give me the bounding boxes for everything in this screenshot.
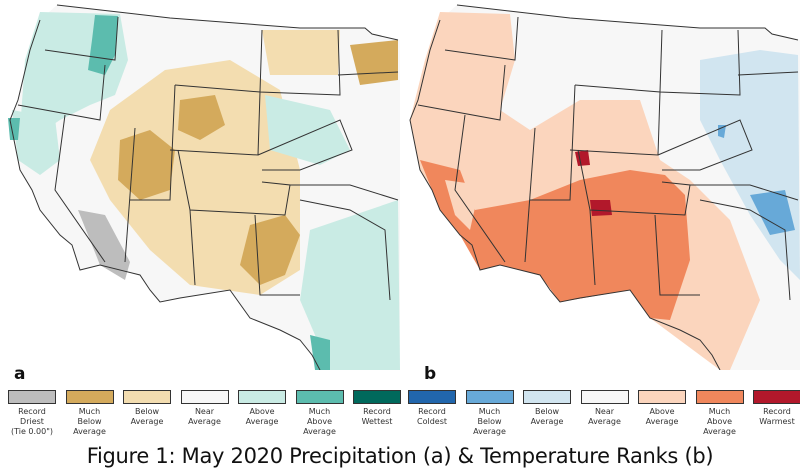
legend-item: Above Average (237, 390, 287, 427)
legend-item: Much Below Average (465, 390, 515, 437)
region-much-below-kansas (750, 190, 795, 235)
legend-label: Much Below Average (473, 407, 506, 436)
legend-label: Record Driest (Tie 0.00") (10, 407, 54, 436)
legend-label: Much Above Average (303, 407, 336, 436)
legend-swatch (465, 390, 514, 404)
legend-label: Record Wettest (361, 407, 393, 426)
legend-swatch (580, 390, 629, 404)
legend-swatch (353, 390, 401, 404)
legend-label: Much Below Average (73, 407, 106, 436)
region-above-average-plains (265, 95, 350, 165)
region-much-above-southwest (420, 160, 690, 320)
legend-label: Record Coldest (416, 407, 447, 426)
legend-item: Below Average (522, 390, 572, 427)
figure-caption: Figure 1: May 2020 Precipitation (a) & T… (86, 444, 714, 468)
legend-item: Record Coldest (407, 390, 457, 427)
legend-item: Much Above Average (695, 390, 745, 437)
legend-label: Below Average (530, 407, 564, 426)
region-record-warmest-2 (590, 200, 612, 216)
region-much-below-wyoming (178, 95, 225, 140)
legend-swatch (695, 390, 744, 404)
legend-label: Above Average (245, 407, 279, 426)
precipitation-rank-map (8, 4, 400, 370)
region-much-above-texas (310, 335, 330, 370)
legend-item: Record Wettest (352, 390, 402, 427)
legend-item: Record Warmest (752, 390, 800, 427)
legend-swatch (523, 390, 571, 404)
region-much-below-nm (240, 215, 300, 285)
legend-label: Near Average (588, 407, 621, 426)
state-borders (9, 4, 399, 370)
legend-swatch (8, 390, 56, 404)
legend-swatch (238, 390, 286, 404)
legend-item: Below Average (122, 390, 172, 427)
region-below-average-nd (262, 30, 340, 75)
legend-swatch (638, 390, 686, 404)
legend-item: Record Driest (Tie 0.00") (7, 390, 57, 437)
legend-label: Record Warmest (759, 407, 795, 426)
legend-label: Much Above Average (703, 407, 736, 436)
legend-swatch (65, 390, 114, 404)
legend-item: Much Below Average (65, 390, 115, 437)
legend-label: Near Average (188, 407, 221, 426)
legend-item: Near Average (180, 390, 230, 427)
legend-swatch (753, 390, 800, 404)
legend-item: Near Average (580, 390, 630, 427)
region-above-average-cv (445, 180, 480, 230)
panel-letter-a: a (14, 364, 26, 384)
region-record-driest (78, 210, 130, 280)
legend-label: Below Average (130, 407, 164, 426)
panel-letter-b: b (424, 364, 437, 384)
legend-swatch (180, 390, 229, 404)
region-above-average-texas (300, 200, 400, 370)
temperature-rank-map (409, 4, 800, 370)
legend-swatch (123, 390, 171, 404)
region-above-average-ca-north (12, 110, 60, 175)
legend-item: Above Average (637, 390, 687, 427)
state-borders (409, 4, 799, 370)
legend: Record Driest (Tie 0.00") Much Below Aver… (0, 390, 800, 440)
legend-swatch (295, 390, 344, 404)
legend-label: Above Average (645, 407, 679, 426)
legend-item: Much Above Average (295, 390, 345, 437)
legend-swatch (408, 390, 456, 404)
region-much-below-utah (118, 130, 175, 200)
region-much-above-wa (88, 15, 118, 75)
